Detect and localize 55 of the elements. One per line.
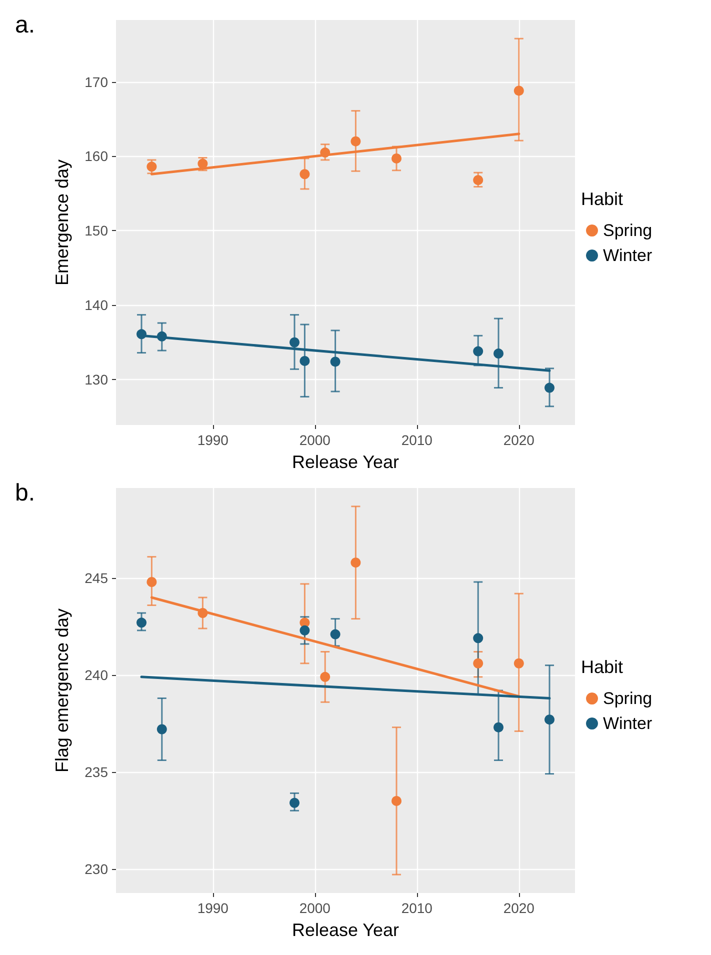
legend-label: Spring [603,221,652,240]
point [392,796,402,806]
point [290,337,300,348]
y-axis-title: Flag emergence day [52,608,72,773]
point [198,158,208,169]
point [473,658,484,668]
x-tick-label: 1990 [197,432,229,448]
point [330,356,340,367]
point [514,658,524,668]
point [146,576,157,587]
point [544,382,554,393]
x-tick-label: 2010 [401,432,433,448]
point [473,633,484,644]
x-tick-label: 1990 [197,900,229,916]
point [300,625,310,636]
y-tick-label: 170 [84,74,108,90]
point [350,136,361,146]
x-tick-label: 2020 [503,900,535,916]
point [544,714,554,725]
chart-title: a. [15,12,36,38]
point [300,169,310,180]
x-tick-label: 2000 [299,900,331,916]
point [514,86,524,96]
point [392,153,402,164]
x-tick-label: 2000 [299,432,331,448]
y-axis-title: Emergence day [52,159,72,286]
point [290,798,300,808]
y-tick-label: 160 [84,148,108,164]
point [494,348,504,359]
x-axis-title: Release Year [292,452,400,472]
x-tick-label: 2020 [503,432,535,448]
legend-label: Winter [603,246,652,265]
point [494,722,504,732]
x-axis-title: Release Year [292,920,400,940]
x-tick-label: 2010 [401,900,433,916]
legend-title: Habit [581,189,624,209]
y-tick-label: 130 [84,372,108,388]
y-tick-label: 235 [84,764,108,780]
point [473,346,484,356]
y-tick-label: 230 [84,860,108,877]
y-tick-label: 140 [84,297,108,314]
point [473,175,484,186]
y-tick-label: 150 [84,222,108,239]
y-tick-label: 245 [84,570,108,586]
point [156,724,167,734]
legend-label: Winter [603,714,652,733]
legend-label: Spring [603,689,652,708]
point [300,356,310,366]
point [350,558,361,568]
chart-title: b. [15,480,36,506]
point [320,672,330,682]
point [330,629,340,640]
legend-title: Habit [581,657,624,677]
y-tick-label: 240 [84,667,108,683]
point [136,618,146,628]
